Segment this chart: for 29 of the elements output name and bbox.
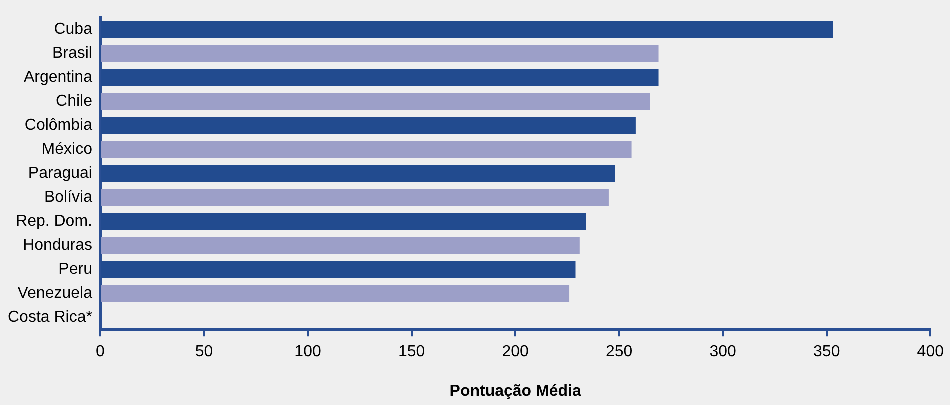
y-tick-label: Honduras xyxy=(23,237,92,254)
bar xyxy=(101,44,659,62)
y-tick-label: Venezuela xyxy=(18,285,93,302)
y-tick-label: Bolívia xyxy=(44,189,93,206)
y-tick-label: Costa Rica* xyxy=(8,309,92,326)
bar xyxy=(101,140,632,158)
y-tick-label: Brasil xyxy=(52,45,92,62)
x-tick-label: 250 xyxy=(606,344,633,361)
x-tick-label: 300 xyxy=(710,344,737,361)
x-tick-label: 150 xyxy=(398,344,426,361)
x-tick-label: 200 xyxy=(502,344,530,361)
x-tick-label: 350 xyxy=(814,344,840,361)
y-tick-label: Cuba xyxy=(54,21,93,38)
y-tick-label: Paraguai xyxy=(28,165,92,182)
y-tick-label: Chile xyxy=(56,93,93,110)
x-tick-label: 50 xyxy=(195,344,214,361)
y-tick-label: Peru xyxy=(58,261,92,278)
x-tick-label: 0 xyxy=(96,344,106,361)
bar xyxy=(101,92,650,110)
y-tick-label: Argentina xyxy=(24,69,93,86)
y-tick-label: Rep. Dom. xyxy=(16,213,92,230)
x-tick-label: 400 xyxy=(917,344,944,361)
bar xyxy=(101,236,580,254)
bar xyxy=(101,188,609,206)
y-tick-label: Colômbia xyxy=(24,117,93,134)
x-tick-label: 100 xyxy=(294,344,322,361)
x-axis-title: Pontuação Média xyxy=(450,382,582,400)
bar xyxy=(101,284,570,302)
y-tick-label: México xyxy=(42,141,93,158)
